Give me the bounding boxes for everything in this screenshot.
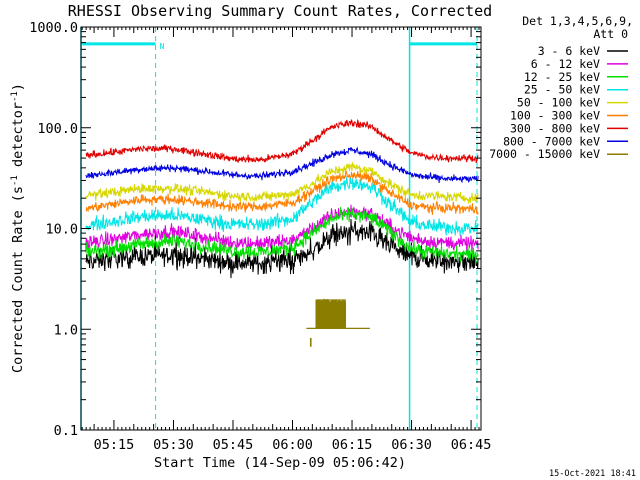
legend-label-2: 6 - 12 keV — [531, 57, 600, 71]
legend-label-4: 25 - 50 keV — [524, 83, 600, 97]
y-axis-label-sup2: -1 — [10, 91, 20, 102]
series-line-8 — [85, 146, 479, 184]
y-tick-label: 0.1 — [54, 423, 78, 439]
legend-label-1: 3 - 6 keV — [538, 44, 600, 58]
y-tick-label: 1.0 — [54, 322, 78, 338]
legend-header-1: Det 1,3,4,5,6,9, — [522, 14, 633, 28]
y-axis-label-mid: detector — [10, 102, 26, 175]
legend-label-6: 100 - 300 keV — [510, 109, 600, 123]
y-tick-label: 1000.0 — [29, 20, 78, 36]
x-axis-label: Start Time (14-Sep-09 05:06:42) — [154, 455, 406, 471]
x-tick-label: 05:45 — [213, 437, 254, 453]
series-line-6 — [85, 170, 479, 216]
legend-label-5: 50 - 100 keV — [517, 96, 600, 110]
plot-area: N 0.1 1.0 10.0 100.0 1000.0 05:15 05:30 05:45 06:… — [29, 20, 491, 453]
x-tick-label: 06:15 — [332, 437, 373, 453]
series-line-1 — [85, 218, 479, 279]
x-tick-label: 05:15 — [94, 437, 135, 453]
flag-label: N — [160, 42, 165, 51]
burst-spikes-1 — [315, 298, 346, 329]
legend-label-8: 800 - 7000 keV — [503, 134, 600, 148]
chart-title: RHESSI Observing Summary Count Rates, Co… — [68, 2, 492, 20]
x-tick-label: 05:30 — [153, 437, 194, 453]
x-tick-label: 06:45 — [451, 437, 492, 453]
series-line-4 — [85, 176, 479, 236]
y-axis-label-sup1: -1 — [10, 175, 20, 186]
series-line-5 — [85, 161, 479, 204]
y-axis-label-end: ) — [10, 83, 26, 91]
legend-label-3: 12 - 25 keV — [524, 70, 600, 84]
y-tick-label: 10.0 — [45, 222, 78, 238]
y-axis-label-main: Corrected Count Rate (s — [10, 186, 26, 373]
x-tick-label: 06:00 — [272, 437, 313, 453]
legend-label-9: 7000 - 15000 keV — [489, 147, 600, 161]
x-tick-label: 06:30 — [391, 437, 432, 453]
legend-label-7: 300 - 800 keV — [510, 121, 600, 135]
y-axis-label: Corrected Count Rate (s-1 detector-1) — [10, 83, 26, 373]
series-line-3 — [85, 207, 479, 265]
timestamp: 15-Oct-2021 18:41 — [549, 469, 636, 479]
series-line-7 — [85, 119, 479, 164]
legend-header-2: Att 0 — [593, 27, 628, 41]
y-tick-label: 100.0 — [37, 121, 78, 137]
